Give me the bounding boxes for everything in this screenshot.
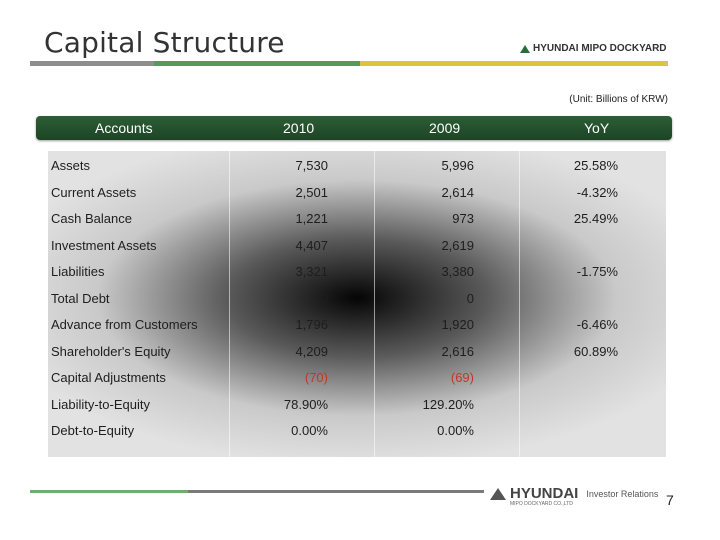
brand-triangle-icon xyxy=(520,44,530,53)
cell-2009: 2,619 xyxy=(441,237,474,253)
cell-yoy: -6.46% xyxy=(576,317,618,332)
cell-2010: 7,530 xyxy=(295,158,328,173)
cell-2009: 0 xyxy=(466,290,474,306)
cell-2009: 129.20% xyxy=(422,396,474,412)
footer-logo: HYUNDAI MIPO DOCKYARD CO.,LTD Investor R… xyxy=(490,486,658,507)
cell-2010: 1,221 xyxy=(295,211,328,226)
header-2009: 2009 xyxy=(429,120,461,136)
title-divider xyxy=(30,61,668,66)
cell-yoy: 25.49% xyxy=(573,211,618,226)
table-row: Investment Assets 4,407 2,619 xyxy=(48,232,666,259)
cell-2010: 2,501 xyxy=(295,184,328,200)
table-row: Total Debt 0 0 xyxy=(48,285,666,312)
footer-divider-right xyxy=(188,490,484,493)
cell-2010: (70) xyxy=(304,370,328,385)
cell-2009: (69) xyxy=(450,370,474,385)
row-label: Capital Adjustments xyxy=(51,370,166,385)
row-label: Debt-to-Equity xyxy=(51,423,135,438)
cell-2010: 4,407 xyxy=(295,237,328,253)
page-number: 7 xyxy=(666,492,674,508)
cell-2009: 973 xyxy=(452,211,474,226)
footer-divider-left xyxy=(30,490,188,493)
unit-note: (Unit: Billions of KRW) xyxy=(569,94,668,105)
data-table: Assets 7,530 5,996 25.58% Current Assets 2,50… xyxy=(48,151,666,457)
slide-title: Capital Structure xyxy=(44,26,285,59)
table-row: Cash Balance 1,221 973 25.49% xyxy=(48,205,666,232)
cell-2009: 0.00% xyxy=(437,423,474,438)
cell-2010: 3,321 xyxy=(295,264,328,279)
header-accounts: Accounts xyxy=(95,120,153,136)
table-row: Liability-to-Equity 78.90% 129.20% xyxy=(48,391,666,418)
cell-2009: 2,616 xyxy=(441,343,474,359)
table-header: Accounts 2010 2009 YoY xyxy=(36,116,672,140)
footer-logo-name: HYUNDAI xyxy=(510,485,579,502)
table-row: Advance from Customers 1,796 1,920 -6.46% xyxy=(48,311,666,338)
cell-2009: 3,380 xyxy=(441,264,474,279)
table-row: Assets 7,530 5,996 25.58% xyxy=(48,152,666,179)
row-label: Assets xyxy=(51,158,91,173)
table-row: Debt-to-Equity 0.00% 0.00% xyxy=(48,417,666,444)
table-row: Capital Adjustments (70) (69) xyxy=(48,364,666,391)
footer-triangle-icon xyxy=(490,488,506,500)
cell-yoy: -1.75% xyxy=(576,264,618,279)
cell-2010: 1,796 xyxy=(295,317,328,332)
row-label: Liabilities xyxy=(51,264,105,279)
row-label: Advance from Customers xyxy=(51,317,198,332)
cell-2010: 4,209 xyxy=(295,343,328,359)
header-2010: 2010 xyxy=(283,120,315,136)
row-label: Cash Balance xyxy=(51,211,132,226)
cell-2010: 78.90% xyxy=(283,396,328,412)
brand-name: HYUNDAI MIPO DOCKYARD xyxy=(533,43,667,54)
table-row: Current Assets 2,501 2,614 -4.32% xyxy=(48,179,666,206)
row-label: Liability-to-Equity xyxy=(51,396,150,412)
cell-2010: 0.00% xyxy=(291,423,328,438)
cell-yoy: 25.58% xyxy=(573,158,618,173)
cell-2009: 2,614 xyxy=(441,184,474,200)
footer-logo-sub: MIPO DOCKYARD CO.,LTD xyxy=(510,501,573,507)
row-label: Investment Assets xyxy=(51,237,157,253)
table-row: Shareholder's Equity 4,209 2,616 60.89% xyxy=(48,338,666,365)
row-label: Total Debt xyxy=(51,290,110,306)
footer-tagline: Investor Relations xyxy=(586,489,659,499)
row-label: Current Assets xyxy=(51,184,137,200)
header-yoy: YoY xyxy=(584,120,610,136)
row-label: Shareholder's Equity xyxy=(51,343,171,359)
table-row: Liabilities 3,321 3,380 -1.75% xyxy=(48,258,666,285)
brand-logo: HYUNDAI MIPO DOCKYARD xyxy=(520,43,667,54)
cell-yoy: -4.32% xyxy=(576,184,618,200)
cell-2009: 1,920 xyxy=(441,317,474,332)
cell-2010: 0 xyxy=(320,290,328,306)
cell-2009: 5,996 xyxy=(441,158,474,173)
cell-yoy: 60.89% xyxy=(573,343,618,359)
